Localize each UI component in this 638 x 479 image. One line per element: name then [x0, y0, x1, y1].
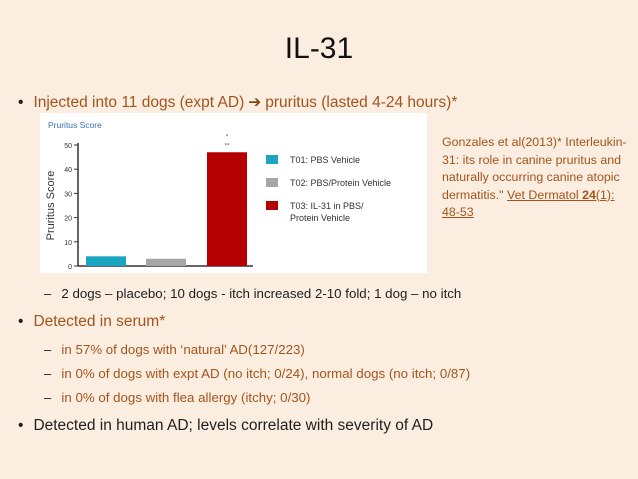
sub-bullet-text: in 0% of dogs with flea allergy (itchy; …: [61, 390, 311, 405]
y-tick-label: 20: [64, 216, 72, 223]
chart-y-ticks: 0 10 20 30 40 50: [64, 143, 78, 271]
bar: [207, 152, 247, 266]
sub-bullet-text: in 0% of dogs with expt AD (no itch; 0/2…: [61, 366, 471, 381]
reference-journal[interactable]: Vet Dermatol: [507, 187, 579, 202]
reference-text: Gonzales et al(2013)* Interleukin-31: it…: [442, 135, 627, 202]
reference-issue-pages[interactable]: (1): 48-53: [442, 187, 615, 220]
sub-bullet-flea-allergy: – in 0% of dogs with flea allergy (itchy;…: [44, 390, 310, 405]
sub-bullet-natural-ad: – in 57% of dogs with ‘natural’ AD(127/22…: [44, 342, 305, 357]
sub-dash: –: [44, 342, 52, 357]
legend-swatch: [266, 178, 278, 187]
pruritus-chart: Pruritus Score Pruritus Score * ** 0 10 20 3…: [40, 113, 427, 273]
arrow-right-icon: ➔: [248, 94, 262, 111]
pruritus-chart-svg: Pruritus Score Pruritus Score *** 010203…: [45, 120, 391, 271]
bullet-human-ad: • Detected in human AD; levels correlate …: [18, 417, 433, 435]
bullet-injected-text-after: pruritus (lasted 4-24 hours)*: [265, 94, 458, 111]
bullet-injected-text: Injected into 11 dogs (expt AD): [33, 94, 245, 111]
reference-journal-link[interactable]: Vet Dermatol 24(1): 48-53: [442, 188, 614, 220]
sub-bullet-text: in 57% of dogs with ‘natural’ AD(127/223…: [61, 342, 305, 357]
chart-legend: T01: PBS Vehicle T02: PBS/Protein Vehicle…: [266, 155, 391, 223]
reference-volume[interactable]: 24: [582, 187, 596, 202]
bullet-serum: • Detected in serum*: [18, 313, 165, 331]
slide-title: IL-31: [284, 32, 354, 65]
sub-bullet-expt-ad: – in 0% of dogs with expt AD (no itch; 0/…: [44, 366, 470, 381]
sub-dash: –: [44, 390, 52, 405]
bullet-dot: •: [18, 313, 24, 330]
sub-bullet-text: 2 dogs – placebo; 10 dogs - itch increas…: [61, 286, 462, 301]
bullet-serum-text: Detected in serum*: [33, 313, 166, 330]
legend-label: Protein Vehicle: [290, 213, 350, 223]
bullet-injected: • Injected into 11 dogs (expt AD) ➔ pruritu…: [18, 93, 457, 112]
y-tick-label: 40: [64, 167, 72, 174]
chart-y-axis-label: Pruritus Score: [45, 171, 57, 241]
y-tick-label: 0: [68, 264, 72, 271]
y-tick-label: 30: [64, 191, 72, 198]
legend-label: T01: PBS Vehicle: [290, 155, 360, 165]
sub-dash: –: [44, 286, 52, 301]
chart-bars: ***: [86, 133, 247, 266]
y-tick-label: 10: [64, 240, 72, 247]
significance-double-star: **: [224, 142, 230, 149]
bar: [146, 258, 186, 266]
significance-single-star: *: [226, 133, 229, 140]
sub-bullet-dogs: –2 dogs – placebo; 10 dogs - itch increa…: [44, 286, 461, 301]
legend-label: T03: IL-31 in PBS/: [290, 201, 364, 211]
sub-dash: –: [44, 366, 52, 381]
chart-title: Pruritus Score: [48, 120, 102, 130]
reference-citation: Gonzales et al(2013)* Interleukin-31: it…: [442, 134, 627, 222]
bullet-dot: •: [18, 417, 24, 434]
bullet-dot: •: [18, 94, 24, 111]
y-tick-label: 50: [64, 143, 72, 150]
bar: [86, 256, 126, 266]
legend-swatch: [266, 201, 278, 210]
legend-label: T02: PBS/Protein Vehicle: [290, 178, 391, 188]
legend-swatch: [266, 155, 278, 164]
bullet-human-ad-text: Detected in human AD; levels correlate w…: [33, 417, 434, 434]
